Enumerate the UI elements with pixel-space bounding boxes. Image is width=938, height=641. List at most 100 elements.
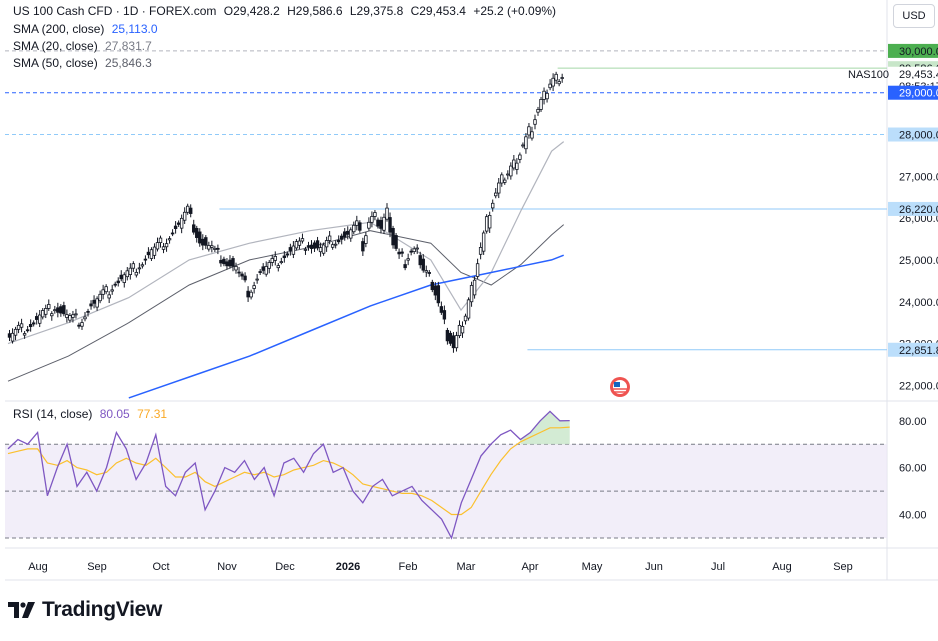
candle-body <box>101 289 105 295</box>
price-marker-label: 28,000.0 <box>899 130 938 142</box>
candle-body <box>89 303 93 307</box>
candle-body <box>80 322 84 327</box>
candle-body <box>291 245 296 255</box>
candle-body <box>448 332 453 344</box>
candle-body <box>83 316 87 320</box>
candle-body <box>179 217 184 229</box>
candle-body <box>500 174 504 184</box>
candle-body <box>442 310 447 320</box>
candle-body <box>59 306 63 314</box>
candle-body <box>264 266 268 275</box>
candle-body <box>47 304 51 309</box>
candle-body <box>182 211 187 221</box>
candle-body <box>518 154 522 160</box>
candle-body <box>25 329 30 332</box>
sma200-value: 25,113.0 <box>111 22 158 36</box>
candle-body <box>430 281 435 291</box>
candle-body <box>116 280 120 284</box>
candle-body <box>481 232 486 252</box>
candle-body <box>288 247 293 251</box>
sma20-label: SMA (20, close) <box>13 39 98 53</box>
tradingview-logo[interactable]: TradingView <box>8 598 162 622</box>
candle-body <box>509 165 513 177</box>
candle-body <box>201 238 205 246</box>
candle-body <box>41 310 45 318</box>
candle-body <box>50 313 54 317</box>
candle-body <box>134 271 139 276</box>
candle-body <box>258 271 262 273</box>
candle-body <box>545 92 549 100</box>
candle-body <box>240 273 244 277</box>
sma20-legend[interactable]: SMA (20, close) 27,831.7 <box>13 39 152 53</box>
candle-body <box>397 251 401 255</box>
candle-body <box>533 119 537 125</box>
rsi-line <box>7 410 570 540</box>
candle-body <box>451 335 456 349</box>
candle-body <box>475 263 480 277</box>
candle-body <box>336 239 341 243</box>
candle-body <box>270 258 274 263</box>
candle-body <box>107 294 111 299</box>
candle-body <box>19 323 24 328</box>
tradingview-logo-icon <box>8 602 35 618</box>
time-tick-label: Jul <box>711 561 725 573</box>
candle-body <box>436 285 441 304</box>
brand-name: TradingView <box>42 598 163 621</box>
candle-body <box>98 293 102 302</box>
candle-body <box>282 255 287 259</box>
candle-body <box>210 245 214 248</box>
candle-body <box>237 271 241 274</box>
candle-body <box>469 285 474 303</box>
currency-button[interactable]: USD <box>893 4 935 28</box>
sma200-line <box>128 254 564 399</box>
time-tick-label: Nov <box>217 561 237 573</box>
time-tick-label: Aug <box>28 561 48 573</box>
candle-body <box>128 267 133 275</box>
candle-body <box>161 246 166 250</box>
candle-body <box>494 192 498 197</box>
candle-body <box>382 216 386 231</box>
rsi-label: RSI (14, close) <box>13 407 93 421</box>
candle-body <box>457 324 462 337</box>
low-value: L29,375.8 <box>349 4 404 18</box>
candle-body <box>554 73 558 81</box>
candle-body <box>246 290 250 298</box>
candle-body <box>424 270 428 273</box>
candle-body <box>13 328 18 336</box>
candle-body <box>484 216 489 232</box>
sma200-legend[interactable]: SMA (200, close) 25,113.0 <box>13 22 158 36</box>
candle-body <box>445 329 450 342</box>
candle-body <box>349 229 353 239</box>
us-flag-icon <box>610 377 630 397</box>
candle-body <box>297 240 302 246</box>
candle-body <box>527 126 531 136</box>
candle-body <box>306 245 311 248</box>
candle-body <box>95 298 99 308</box>
candle-body <box>276 265 280 269</box>
candle-body <box>370 216 374 223</box>
candle-body <box>466 299 471 319</box>
candle-body <box>460 326 465 334</box>
price-marker <box>888 66 938 81</box>
candle-body <box>421 258 425 271</box>
time-tick-label: Sep <box>833 561 853 573</box>
candle-body <box>65 314 69 318</box>
rsi-legend[interactable]: RSI (14, close) 80.05 77.31 <box>13 407 167 421</box>
candle-body <box>406 258 410 261</box>
sma200-label: SMA (200, close) <box>13 22 105 36</box>
candle-body <box>158 237 163 243</box>
candle-body <box>167 238 172 241</box>
price-tick-label: 27,000.0 <box>899 171 938 183</box>
candle-body <box>491 202 495 209</box>
time-tick-label: May <box>582 561 603 573</box>
candle-body <box>512 159 516 169</box>
symbol-label[interactable]: US 100 Cash CFD · 1D · FOREX.com <box>13 4 217 18</box>
price-marker-label: 29,453.4 <box>899 69 938 81</box>
rsi-value: 80.05 <box>99 407 130 421</box>
candle-body <box>321 244 326 254</box>
candle-body <box>92 299 96 304</box>
sma50-legend[interactable]: SMA (50, close) 25,846.3 <box>13 56 152 70</box>
candle-body <box>56 307 60 313</box>
candle-body <box>487 215 492 229</box>
